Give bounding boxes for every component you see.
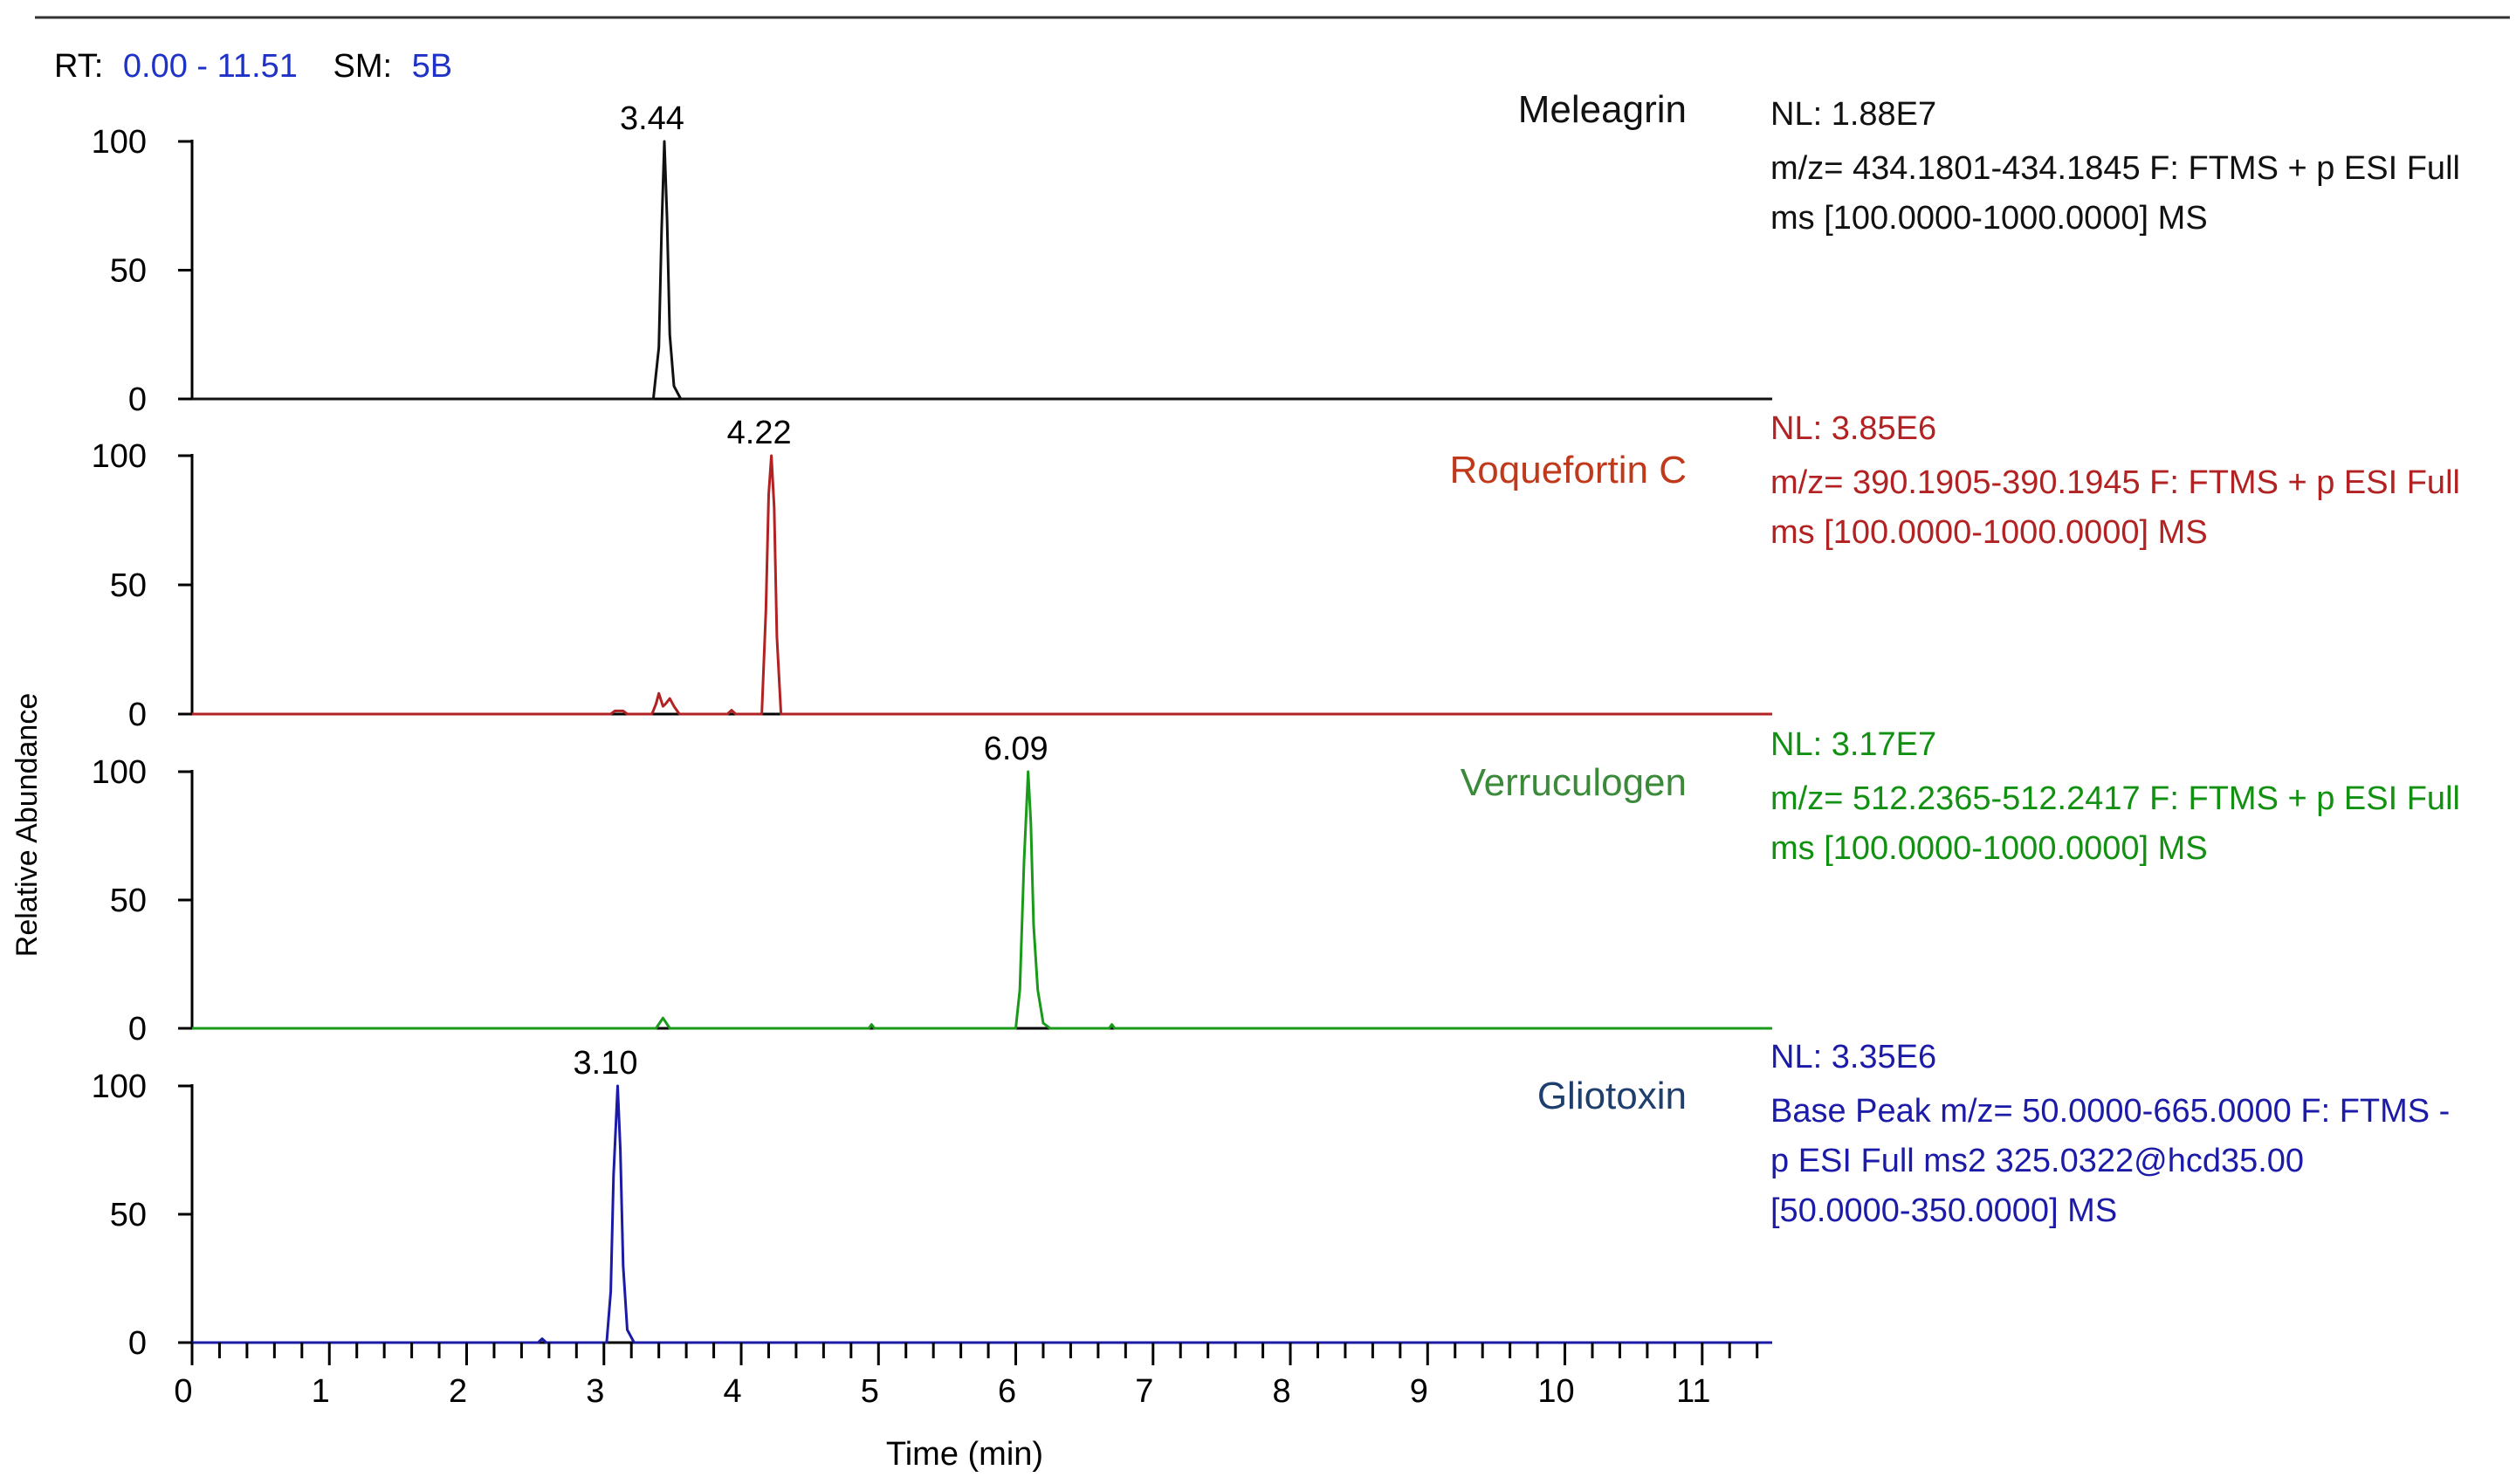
scan-info-line: [50.0000-350.0000] MS (1770, 1192, 2117, 1229)
peak-label: 4.22 (727, 415, 792, 451)
scan-info-line: m/z= 390.1905-390.1945 F: FTMS + p ESI F… (1770, 464, 2460, 501)
x-tick-label: 2 (449, 1373, 467, 1410)
y-tick-label: 0 (128, 381, 147, 418)
x-tick-label: 0 (174, 1373, 192, 1410)
y-tick-label: 100 (92, 1068, 147, 1105)
x-tick-label: 4 (723, 1373, 741, 1410)
scan-info-line: m/z= 434.1801-434.1845 F: FTMS + p ESI F… (1770, 150, 2460, 187)
y-tick-label: 50 (110, 567, 147, 604)
rt-value: 0.00 - 11.51 (123, 48, 298, 85)
scan-info-line: ms [100.0000-1000.0000] MS (1770, 514, 2208, 551)
nl-value: NL: 3.85E6 (1770, 410, 1936, 447)
x-tick-label: 6 (998, 1373, 1016, 1410)
scan-info-line: Base Peak m/z= 50.0000-665.0000 F: FTMS … (1770, 1093, 2450, 1130)
x-tick-label: 1 (312, 1373, 330, 1410)
trace-line (192, 1084, 1772, 1344)
scan-info-line: ms [100.0000-1000.0000] MS (1770, 200, 2208, 237)
panel-roquefortin-c: 0 50 100 4.22 Roquefortin C NL: 3.85E6 m/z= 39… (92, 410, 2460, 733)
y-tick-label: 50 (110, 253, 147, 290)
nl-value: NL: 3.35E6 (1770, 1039, 1936, 1075)
compound-name: Roquefortin C (1450, 449, 1687, 491)
y-tick-label: 50 (110, 883, 147, 919)
nl-value: NL: 1.88E7 (1770, 96, 1936, 133)
panel-gliotoxin: 0 50 100 3.10 Gliotoxin NL: 3.35E6 Base Peak m… (92, 1039, 2451, 1362)
x-tick-label: 5 (861, 1373, 879, 1410)
panel-meleagrin: 0 50 100 3.44 Meleagrin NL: 1.88E7 m/z= 434.18… (92, 88, 2460, 418)
peak-label: 3.10 (574, 1045, 638, 1082)
scan-info-line: ms [100.0000-1000.0000] MS (1770, 830, 2208, 867)
y-tick-label: 50 (110, 1197, 147, 1233)
x-tick-label: 11 (1676, 1373, 1710, 1410)
y-tick-label: 0 (128, 697, 147, 733)
y-tick-label: 100 (92, 124, 147, 161)
header-line: RT: 0.00 - 11.51 SM: 5B (54, 48, 452, 85)
x-tick-label: 9 (1410, 1373, 1428, 1410)
x-tick-label: 7 (1135, 1373, 1153, 1410)
rt-label: RT: (54, 48, 103, 85)
y-tick-label: 100 (92, 438, 147, 475)
y-tick-label: 0 (128, 1325, 147, 1362)
panel-verruculogen: 0 50 100 6.09 Verruculogen NL: 3.17E7 m/z= 512… (92, 726, 2460, 1048)
compound-name: Meleagrin (1518, 88, 1687, 131)
y-axis-label: Relative Abundance (10, 693, 44, 957)
x-tick-label: 8 (1272, 1373, 1290, 1410)
scan-info-line: m/z= 512.2365-512.2417 F: FTMS + p ESI F… (1770, 780, 2460, 817)
trace-line (192, 140, 1772, 401)
trace-line (192, 454, 1772, 716)
x-axis-label: Time (min) (886, 1436, 1043, 1473)
y-tick-label: 0 (128, 1011, 147, 1048)
peak-label: 3.44 (620, 100, 684, 137)
sm-value: 5B (412, 48, 452, 85)
nl-value: NL: 3.17E7 (1770, 726, 1936, 763)
x-axis: 0 1 2 3 4 5 6 7 8 9 10 11 (174, 1343, 1759, 1410)
peak-label: 6.09 (984, 731, 1048, 767)
compound-name: Verruculogen (1461, 761, 1687, 804)
y-tick-label: 100 (92, 754, 147, 791)
panels-layer: 0 50 100 3.44 Meleagrin NL: 1.88E7 m/z= 434.18… (92, 88, 2460, 1362)
sm-label: SM: (333, 48, 392, 85)
x-tick-label: 3 (586, 1373, 604, 1410)
x-tick-label: 10 (1537, 1373, 1574, 1410)
trace-line (192, 770, 1772, 1030)
scan-info-line: p ESI Full ms2 325.0322@hcd35.00 (1770, 1143, 2304, 1179)
compound-name: Gliotoxin (1537, 1075, 1687, 1117)
